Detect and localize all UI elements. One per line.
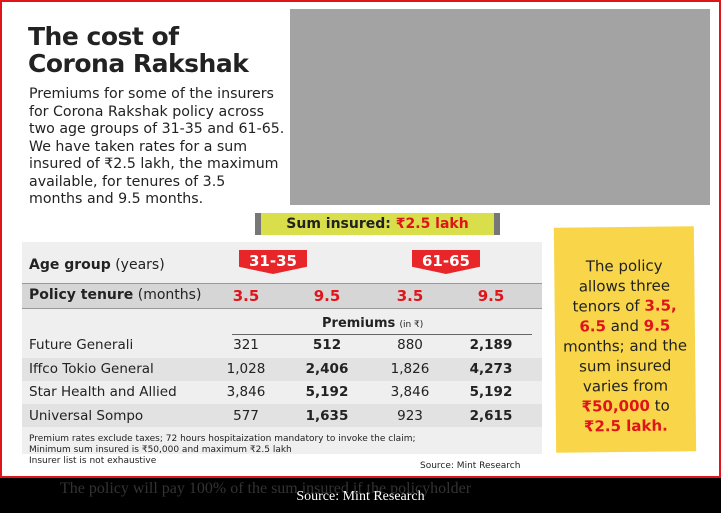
- premium: 5,192: [469, 384, 513, 400]
- rule: [232, 334, 532, 335]
- note-line: ₹50,000 to: [556, 396, 696, 416]
- note-text: allows three: [578, 276, 671, 296]
- description-line: We have taken rates for a sum: [29, 138, 248, 155]
- description-line: Premiums for some of the insurers: [29, 86, 274, 102]
- note-line: months; and the: [555, 336, 695, 355]
- note-text: 9.5: [643, 316, 671, 335]
- premium: 1,028: [226, 360, 266, 377]
- description-line: insured of ₹2.5 lakh, the maximum: [29, 156, 279, 172]
- age-group: 61-65: [412, 250, 480, 274]
- premium: 923: [397, 407, 423, 424]
- note-text: ₹50,000: [581, 396, 651, 416]
- caption-behind: The policy will pay 100% of the sum insu…: [60, 480, 472, 497]
- note-text: varies from: [582, 376, 669, 396]
- note-line: Premium rates exclude taxes; 72 hours ho…: [29, 434, 416, 444]
- tenure-label: Policy tenure (months): [29, 287, 201, 303]
- note-line: sum insured: [555, 356, 695, 376]
- note-line: 6.5 and 9.5: [555, 316, 695, 336]
- note-text: sum insured: [579, 356, 672, 376]
- title: The cost of: [28, 22, 179, 51]
- note-text: 6.5: [579, 317, 607, 336]
- banner-amount: ₹2.5 lakh: [395, 216, 469, 232]
- infographic: The cost of Corona Rakshak Age group (ye…: [0, 0, 721, 478]
- insurer: Future Generali: [29, 337, 134, 353]
- note-line: ₹2.5 lakh.: [556, 416, 696, 436]
- note-text: months; and the: [563, 336, 688, 356]
- insurer: Star Health and Allied: [29, 384, 177, 400]
- premium: 2,406: [305, 360, 349, 377]
- sticky-note: The policy allows three tenors of 3.5, 6.5 …: [553, 226, 697, 453]
- note-line: Minimum sum insured is ₹50,000 and maxim…: [29, 445, 292, 455]
- premium: 2,615: [469, 407, 513, 424]
- tenure: 9.5: [477, 287, 505, 305]
- note-text: ₹2.5 lakh.: [583, 416, 668, 436]
- premium: 3,846: [390, 384, 430, 400]
- age-label: Age group (years): [29, 257, 165, 273]
- premium: 880: [397, 337, 423, 353]
- tenure: 9.5: [313, 287, 341, 305]
- tenure-unit: (months): [137, 287, 202, 303]
- description-line: two age groups of 31-35 and 61-65.: [29, 121, 285, 137]
- stripe: [22, 283, 542, 309]
- premiums-label: Premiums: [322, 316, 396, 331]
- premium: 3,846: [226, 384, 266, 400]
- note-text: The policy: [585, 256, 663, 276]
- premiums-unit: (in ₹): [399, 320, 424, 330]
- description-line: available, for tenures of 3.5: [29, 173, 226, 190]
- note-line: The policy: [554, 256, 694, 276]
- note-line: allows three: [554, 276, 694, 296]
- banner: Sum insured: ₹2.5 lakh: [255, 213, 500, 235]
- tenure-label-text: Policy tenure: [29, 287, 134, 303]
- premium: 5,192: [305, 384, 349, 400]
- premium: 1,826: [390, 360, 430, 377]
- premiums-header: Premiums (in ₹): [322, 316, 423, 331]
- note-text: and: [605, 316, 644, 336]
- title: Corona Rakshak: [28, 49, 249, 78]
- premium: 1,635: [305, 407, 349, 424]
- banner-label: Sum insured:: [286, 216, 391, 232]
- description-line: months and 9.5 months.: [29, 191, 204, 207]
- note-line: varies from: [555, 376, 695, 396]
- note-line: tenors of 3.5,: [555, 296, 695, 315]
- tenure: 3.5: [396, 287, 424, 305]
- note-line: Insurer list is not exhaustive: [29, 456, 157, 466]
- age-label-text: Age group: [29, 257, 111, 273]
- table: Age group (years) 31-35 61-65 Policy tenure…: [22, 242, 542, 466]
- stripe: [22, 404, 542, 427]
- note-text: to: [649, 396, 670, 415]
- source: Source: Mint Research: [420, 461, 521, 471]
- insurer: Iffco Tokio General: [29, 360, 154, 377]
- premium: 577: [233, 407, 259, 424]
- age-unit: (years): [115, 257, 165, 273]
- premium: 321: [233, 337, 259, 353]
- tenure: 3.5: [232, 287, 260, 305]
- note-text: 3.5,: [644, 296, 677, 315]
- description-line: for Corona Rakshak policy across: [29, 103, 265, 120]
- caption-source: Source: Mint Research: [296, 489, 425, 504]
- premium: 512: [312, 337, 342, 353]
- stripe: [22, 358, 542, 381]
- image-placeholder: [290, 9, 710, 205]
- premium: 4,273: [469, 360, 513, 377]
- insurer: Universal Sompo: [29, 407, 144, 424]
- premium: 2,189: [469, 337, 513, 353]
- age-group: 31-35: [239, 250, 307, 274]
- note-text: tenors of: [572, 296, 645, 316]
